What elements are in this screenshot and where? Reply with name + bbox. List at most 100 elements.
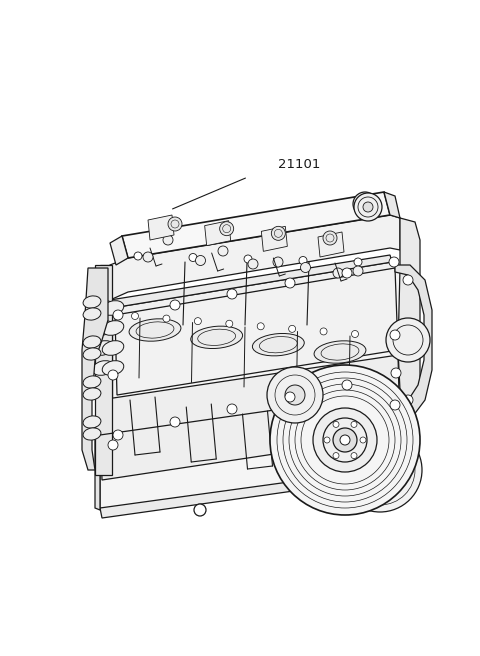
Circle shape: [113, 430, 123, 440]
Circle shape: [220, 222, 234, 236]
Circle shape: [218, 246, 228, 256]
Circle shape: [368, 458, 392, 482]
Circle shape: [285, 385, 305, 405]
Ellipse shape: [83, 388, 101, 400]
Polygon shape: [100, 392, 405, 443]
Circle shape: [351, 331, 359, 337]
Circle shape: [273, 257, 283, 267]
Circle shape: [386, 318, 430, 362]
Polygon shape: [110, 255, 392, 308]
Ellipse shape: [92, 300, 114, 316]
Circle shape: [143, 252, 153, 262]
Circle shape: [226, 320, 233, 327]
Circle shape: [323, 231, 337, 245]
Circle shape: [320, 328, 327, 335]
Circle shape: [351, 453, 357, 459]
Circle shape: [390, 330, 400, 340]
Ellipse shape: [83, 308, 101, 320]
Circle shape: [338, 428, 422, 512]
Ellipse shape: [83, 296, 101, 308]
Circle shape: [354, 193, 382, 221]
Circle shape: [300, 262, 311, 272]
Circle shape: [403, 275, 413, 285]
Circle shape: [363, 202, 373, 212]
Circle shape: [194, 504, 206, 516]
Ellipse shape: [314, 341, 366, 363]
Circle shape: [113, 310, 123, 320]
Circle shape: [389, 257, 399, 267]
Text: 21101: 21101: [278, 159, 320, 171]
Circle shape: [170, 417, 180, 427]
Ellipse shape: [102, 361, 124, 375]
Circle shape: [354, 258, 362, 266]
Polygon shape: [100, 355, 400, 480]
Circle shape: [342, 268, 352, 278]
Circle shape: [333, 268, 343, 278]
Circle shape: [132, 312, 139, 319]
Circle shape: [333, 421, 339, 428]
Polygon shape: [395, 265, 432, 430]
Circle shape: [195, 255, 205, 266]
Polygon shape: [318, 232, 344, 257]
Polygon shape: [204, 220, 231, 245]
Circle shape: [340, 435, 350, 445]
Polygon shape: [384, 192, 400, 218]
Circle shape: [391, 368, 401, 378]
Circle shape: [227, 289, 237, 299]
Ellipse shape: [102, 321, 124, 335]
Circle shape: [285, 392, 295, 402]
Circle shape: [333, 453, 339, 459]
Polygon shape: [115, 268, 398, 395]
Ellipse shape: [102, 300, 124, 316]
Circle shape: [299, 256, 307, 264]
Ellipse shape: [83, 428, 101, 440]
Polygon shape: [100, 265, 112, 475]
Circle shape: [227, 404, 237, 414]
Circle shape: [248, 259, 258, 269]
Circle shape: [163, 315, 170, 322]
Ellipse shape: [92, 361, 114, 375]
Circle shape: [267, 367, 323, 423]
Polygon shape: [110, 215, 400, 300]
Ellipse shape: [83, 336, 101, 348]
Polygon shape: [95, 435, 100, 510]
Circle shape: [288, 325, 296, 333]
Circle shape: [358, 448, 402, 492]
Circle shape: [403, 395, 413, 405]
Circle shape: [313, 408, 377, 472]
Polygon shape: [112, 262, 400, 315]
Circle shape: [108, 440, 118, 450]
Polygon shape: [82, 268, 108, 470]
Circle shape: [270, 365, 420, 515]
Ellipse shape: [83, 376, 101, 388]
Circle shape: [390, 400, 400, 410]
Circle shape: [189, 253, 197, 262]
Circle shape: [360, 437, 366, 443]
Circle shape: [108, 370, 118, 380]
Polygon shape: [398, 218, 420, 466]
Circle shape: [361, 200, 369, 208]
Polygon shape: [100, 400, 408, 510]
Circle shape: [271, 226, 285, 240]
Circle shape: [353, 266, 363, 276]
Circle shape: [244, 255, 252, 263]
Ellipse shape: [92, 340, 114, 356]
Circle shape: [257, 323, 264, 330]
Circle shape: [285, 278, 295, 288]
Ellipse shape: [102, 340, 124, 356]
Polygon shape: [148, 215, 174, 240]
Circle shape: [163, 235, 173, 245]
Circle shape: [194, 318, 201, 325]
Ellipse shape: [191, 326, 242, 348]
Ellipse shape: [83, 348, 101, 360]
Circle shape: [333, 428, 357, 452]
Polygon shape: [95, 265, 112, 475]
Circle shape: [170, 300, 180, 310]
Circle shape: [323, 418, 367, 462]
Circle shape: [324, 437, 330, 443]
Polygon shape: [110, 236, 128, 265]
Circle shape: [351, 421, 357, 428]
Circle shape: [353, 192, 377, 216]
Polygon shape: [100, 466, 407, 518]
Polygon shape: [261, 226, 288, 251]
